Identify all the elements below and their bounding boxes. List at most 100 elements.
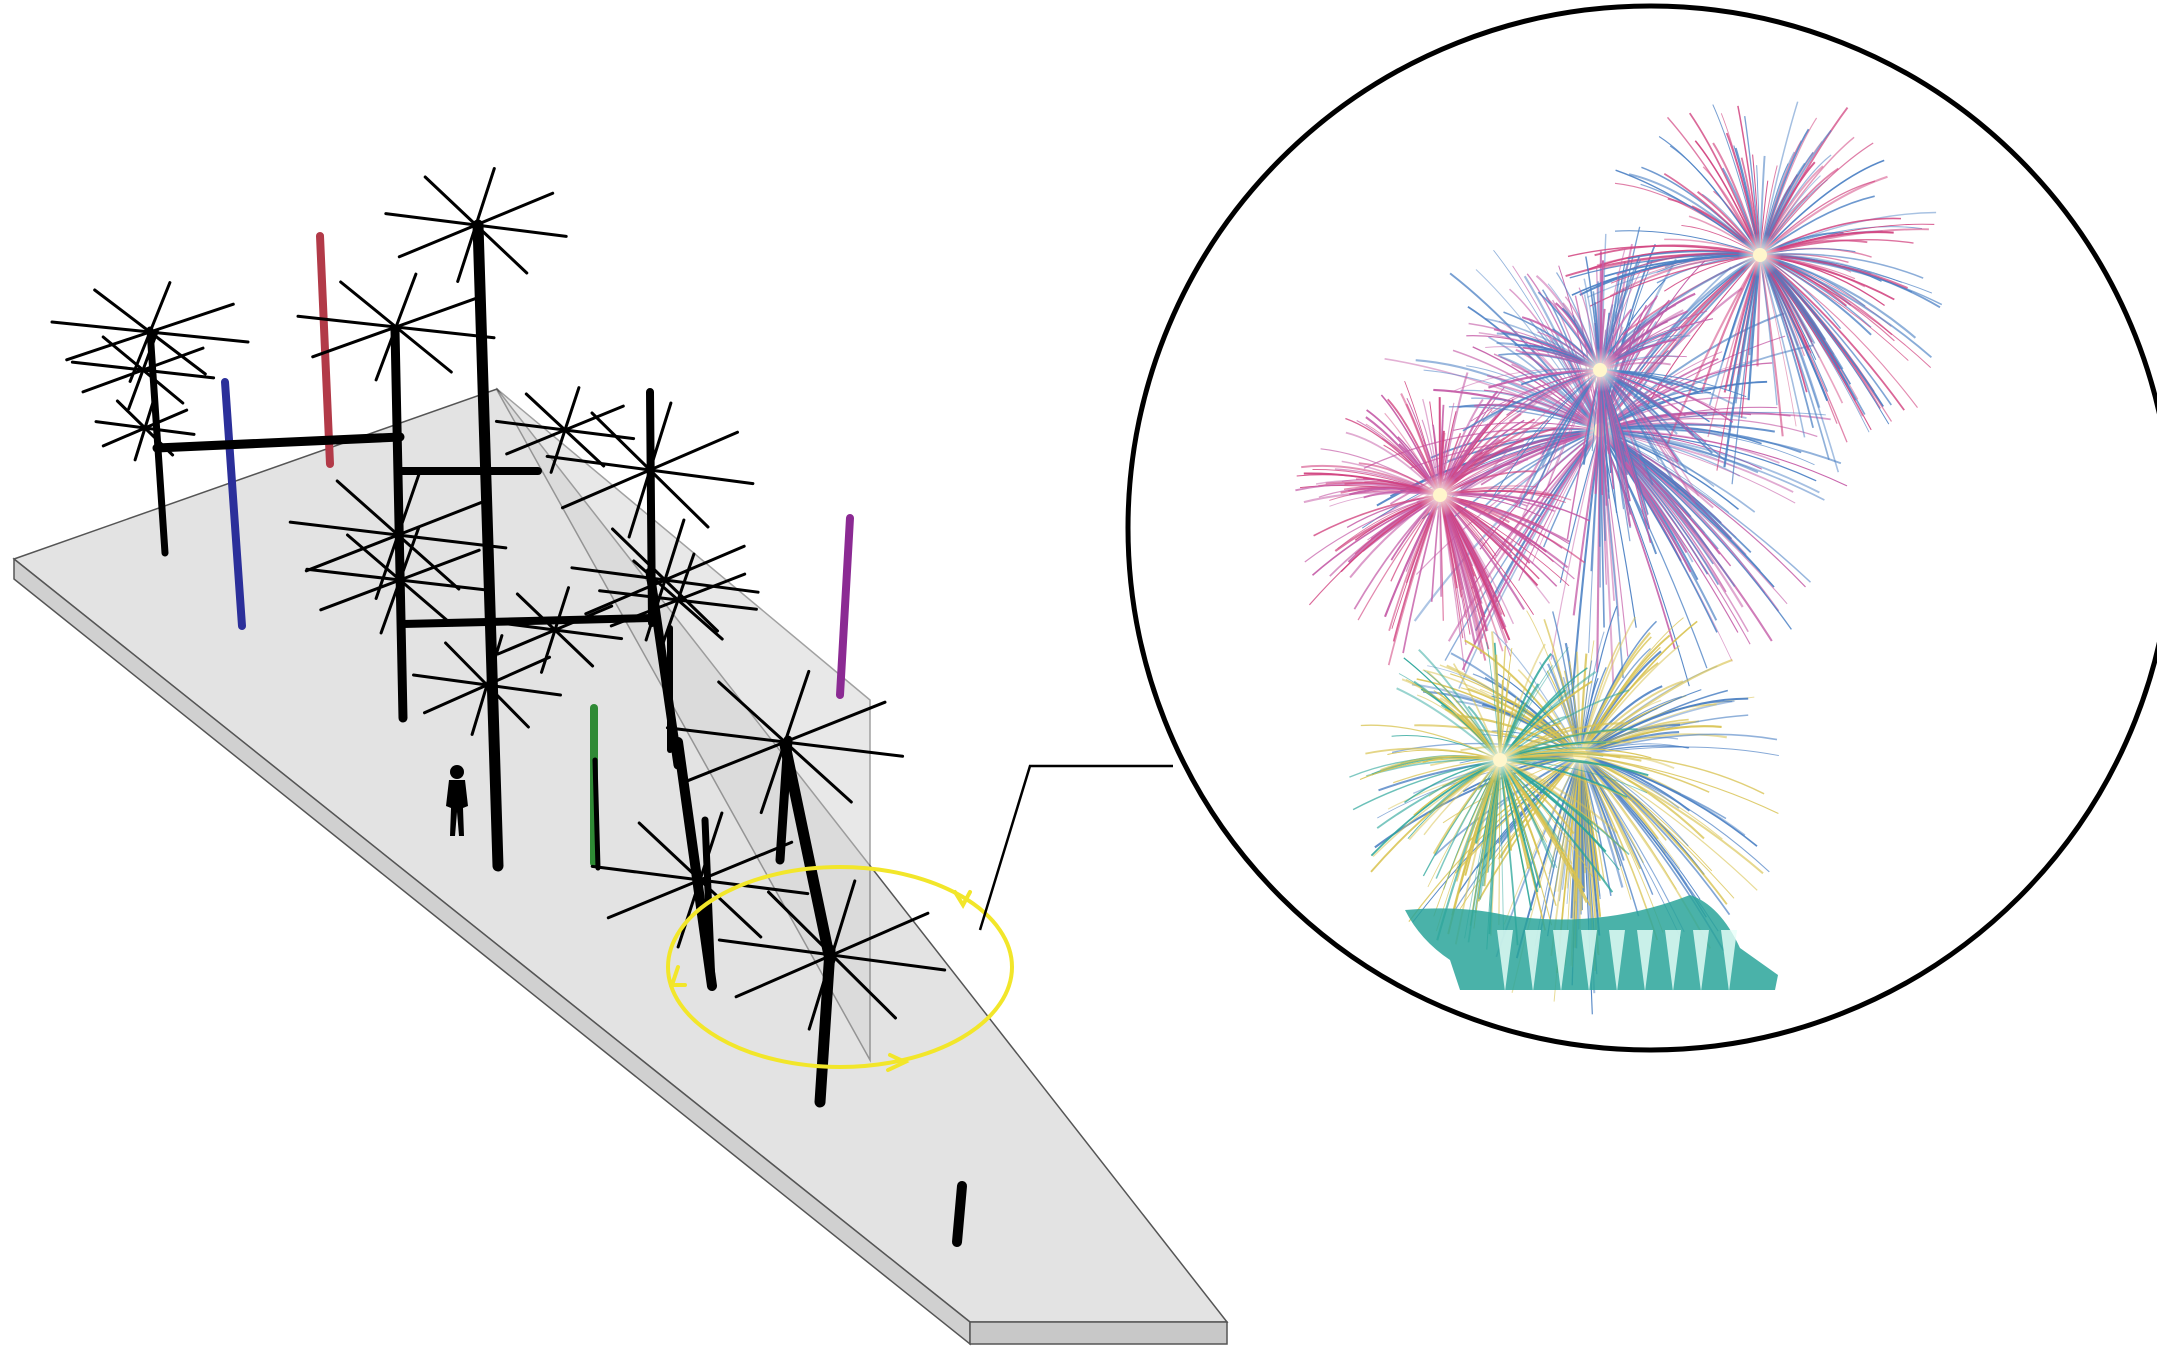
firework-ray — [1498, 320, 1601, 431]
branch-star — [590, 811, 810, 949]
branch-spoke — [676, 552, 696, 602]
branch-spoke — [563, 386, 581, 432]
branch-spoke — [141, 368, 216, 380]
branch-spoke — [734, 953, 834, 999]
branch-spoke — [115, 399, 147, 430]
branch-spoke — [65, 330, 152, 362]
branch-spoke — [665, 726, 787, 744]
platform — [12, 387, 1229, 1346]
branch-spoke — [553, 628, 595, 668]
branch-spoke — [660, 598, 680, 648]
branch-spoke — [627, 468, 652, 539]
pole-black — [952, 1181, 967, 1247]
branch-spoke — [590, 864, 702, 882]
firework-ray — [1759, 142, 1874, 256]
firework-ray — [1666, 116, 1761, 256]
branch-star — [94, 394, 196, 462]
pole-red — [316, 232, 334, 468]
branch-spoke — [305, 567, 402, 582]
fountain-jet — [1637, 930, 1653, 992]
branch-spoke — [148, 302, 235, 334]
branch-spoke — [101, 426, 147, 448]
branch-spoke — [485, 655, 551, 687]
rotation-arrow — [886, 1053, 910, 1072]
branch-spoke — [648, 468, 710, 529]
branch-spoke — [474, 167, 496, 227]
firework-ray — [1599, 429, 1848, 487]
branch-clusters — [50, 167, 947, 1031]
firework-ray — [1759, 254, 1830, 460]
branch-star — [717, 879, 947, 1031]
branch-spoke — [394, 272, 418, 329]
firework-ray — [1599, 429, 1708, 669]
firework-ray — [1567, 245, 1761, 258]
firework-ray — [1615, 169, 1761, 256]
frame-column — [673, 737, 717, 991]
firework-ray — [1415, 359, 1601, 431]
branch-spoke — [486, 619, 557, 632]
branch-spoke — [494, 419, 567, 432]
pole-blue — [221, 378, 246, 630]
rotation-ring — [666, 865, 1014, 1069]
branch-spoke — [50, 320, 152, 334]
branch-spoke — [296, 314, 398, 329]
branch-star — [384, 167, 568, 283]
rotation-arrow — [953, 890, 972, 910]
fountain-jet — [1609, 930, 1625, 992]
branch-spoke — [563, 428, 606, 468]
branch-spoke — [81, 368, 145, 394]
callout-leader-line — [978, 764, 1173, 931]
rotation-indicator — [666, 865, 1014, 1072]
branch-spoke — [394, 325, 496, 340]
branch-spoke — [606, 878, 702, 920]
firework-ray — [1759, 254, 1892, 406]
branch-star — [665, 669, 905, 815]
fountain-jet — [1525, 930, 1541, 992]
branch-spoke — [141, 329, 159, 372]
branch-spoke — [143, 408, 189, 430]
firework-ray — [1759, 254, 1918, 408]
branch-spoke — [384, 212, 478, 227]
frame-beam — [399, 614, 656, 628]
fountain-jet — [1553, 930, 1569, 992]
branch-spoke — [311, 325, 398, 359]
firework-ray — [1658, 136, 1761, 256]
branch-spoke — [396, 533, 461, 591]
branch-spoke — [767, 890, 834, 957]
branch-spoke — [346, 533, 402, 582]
person-silhouette — [446, 765, 468, 836]
branch-star — [412, 634, 562, 736]
branch-spoke — [412, 673, 489, 687]
branch-star — [305, 525, 495, 635]
branch-spoke — [396, 470, 422, 537]
branch-spoke — [698, 878, 810, 896]
firework-ray — [1759, 107, 1849, 256]
firework-ray — [1579, 733, 1778, 756]
fountain-jet — [1497, 930, 1513, 992]
branch-spoke — [698, 811, 724, 882]
branch-spoke — [830, 953, 897, 1020]
branch-spoke — [524, 392, 567, 432]
glass-wall — [496, 387, 871, 1063]
branch-spoke — [141, 368, 185, 405]
branch-star — [494, 386, 636, 474]
fountain-jet — [1581, 930, 1597, 992]
branch-spoke — [515, 592, 557, 632]
firework-burst — [1349, 631, 1652, 950]
branch-spoke — [698, 840, 794, 882]
branch-spoke — [676, 598, 758, 611]
branch-spoke — [474, 223, 568, 238]
branch-spoke — [101, 335, 145, 372]
branch-spoke — [717, 680, 787, 744]
firework-ray — [1579, 754, 1764, 875]
frame-column — [779, 739, 836, 966]
branch-spoke — [485, 683, 562, 697]
branch-star — [598, 552, 758, 648]
branch-spoke — [632, 559, 680, 602]
firework-ray — [1759, 254, 1848, 443]
branch-spoke — [830, 911, 930, 957]
branch-star — [288, 470, 508, 600]
firework-ray — [1759, 223, 1935, 256]
branch-spoke — [396, 497, 492, 537]
firework-burst — [1295, 372, 1590, 673]
